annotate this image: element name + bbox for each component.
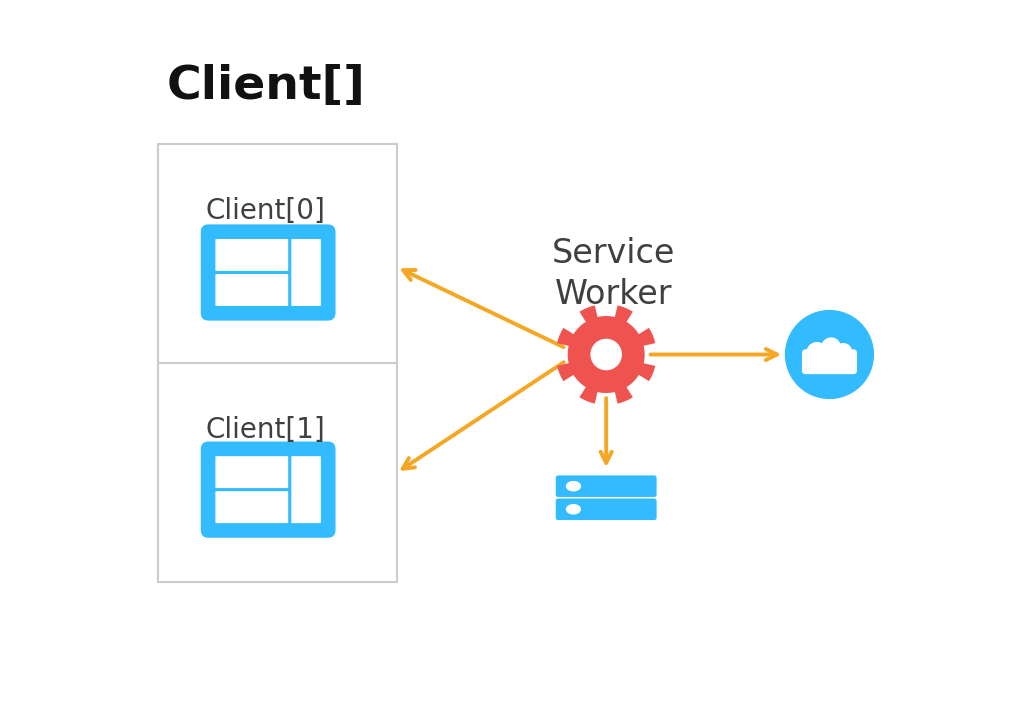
Circle shape	[807, 343, 827, 362]
FancyBboxPatch shape	[215, 239, 288, 271]
FancyBboxPatch shape	[215, 456, 288, 488]
Text: Service
Worker: Service Worker	[552, 237, 676, 310]
Ellipse shape	[567, 482, 581, 491]
FancyBboxPatch shape	[215, 274, 288, 306]
FancyBboxPatch shape	[201, 442, 335, 538]
FancyBboxPatch shape	[201, 225, 335, 321]
FancyBboxPatch shape	[158, 143, 397, 583]
Circle shape	[822, 338, 840, 357]
FancyBboxPatch shape	[556, 498, 656, 520]
FancyBboxPatch shape	[556, 475, 656, 497]
Polygon shape	[558, 305, 655, 404]
Circle shape	[835, 344, 851, 360]
Text: Client[0]: Client[0]	[206, 197, 326, 225]
FancyBboxPatch shape	[291, 239, 321, 306]
Polygon shape	[591, 339, 622, 370]
FancyBboxPatch shape	[802, 350, 857, 374]
FancyBboxPatch shape	[291, 456, 321, 523]
Ellipse shape	[567, 505, 581, 514]
Text: Client[]: Client[]	[167, 64, 366, 109]
Circle shape	[786, 310, 874, 399]
Text: Client[1]: Client[1]	[206, 416, 325, 444]
FancyBboxPatch shape	[215, 491, 288, 523]
